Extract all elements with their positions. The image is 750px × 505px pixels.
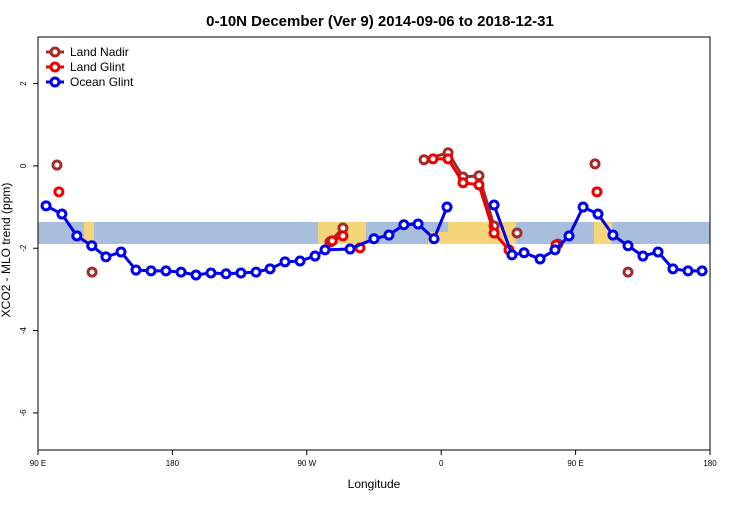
- chart-title: 0-10N December (Ver 9) 2014-09-06 to 201…: [206, 13, 554, 30]
- point: [473, 170, 485, 182]
- point: [86, 266, 98, 278]
- point: [418, 154, 430, 166]
- point: [53, 186, 65, 198]
- y-tick-label: -2: [19, 244, 28, 252]
- point: [607, 229, 619, 241]
- point: [589, 158, 601, 170]
- y-axis-label: XCO2 - MLO trend (ppm): [0, 183, 13, 318]
- y-tick-label: -4: [19, 326, 28, 334]
- x-axis-label: Longitude: [348, 477, 401, 491]
- point: [518, 247, 530, 259]
- point: [319, 244, 331, 256]
- point: [549, 244, 561, 256]
- ocean-band: [38, 222, 710, 244]
- point: [637, 250, 649, 262]
- point: [383, 229, 395, 241]
- x-tick-label: 0: [439, 459, 444, 468]
- point: [205, 267, 217, 279]
- point: [40, 200, 52, 212]
- point: [592, 208, 604, 220]
- point: [427, 153, 439, 165]
- point: [190, 269, 202, 281]
- point: [667, 263, 679, 275]
- legend-label: Ocean Glint: [70, 75, 134, 89]
- point: [115, 246, 127, 258]
- x-tick-label: 90 E: [567, 459, 583, 468]
- y-tick-label: -6: [19, 409, 28, 417]
- point: [622, 240, 634, 252]
- point: [344, 243, 356, 255]
- point: [473, 179, 485, 191]
- point: [563, 230, 575, 242]
- point: [488, 227, 500, 239]
- x-tick-label: 90 E: [30, 459, 46, 468]
- point: [100, 251, 112, 263]
- x-tick-label: 180: [166, 459, 180, 468]
- point: [309, 250, 321, 262]
- point: [337, 230, 349, 242]
- point: [294, 255, 306, 267]
- x-tick-label: 180: [703, 459, 717, 468]
- land-band: [84, 222, 94, 244]
- point: [652, 246, 664, 258]
- y-tick-label: 2: [19, 81, 28, 86]
- point: [442, 153, 454, 165]
- point: [250, 266, 262, 278]
- point: [622, 266, 634, 278]
- legend-label: Land Nadir: [70, 45, 129, 59]
- point: [412, 218, 424, 230]
- point: [279, 256, 291, 268]
- point: [160, 265, 172, 277]
- point: [457, 177, 469, 189]
- point: [506, 249, 518, 261]
- x-tick-label: 90 W: [297, 459, 316, 468]
- point: [235, 267, 247, 279]
- y-tick-label: 0: [19, 163, 28, 168]
- plot-frame: [37, 36, 711, 451]
- point: [326, 235, 338, 247]
- point: [428, 233, 440, 245]
- point: [398, 219, 410, 231]
- point: [220, 268, 232, 280]
- point: [591, 186, 603, 198]
- point: [51, 159, 63, 171]
- point: [488, 199, 500, 211]
- point: [577, 201, 589, 213]
- point: [145, 265, 157, 277]
- point: [86, 240, 98, 252]
- point: [368, 233, 380, 245]
- point: [682, 265, 694, 277]
- point: [71, 230, 83, 242]
- legend-marker: [49, 76, 61, 88]
- point: [511, 227, 523, 239]
- point: [56, 208, 68, 220]
- point: [264, 263, 276, 275]
- legend-label: Land Glint: [70, 60, 125, 74]
- point: [175, 266, 187, 278]
- legend-marker: [49, 46, 61, 58]
- point: [534, 253, 546, 265]
- point: [441, 201, 453, 213]
- legend-marker: [49, 61, 61, 73]
- point: [130, 264, 142, 276]
- point: [696, 265, 708, 277]
